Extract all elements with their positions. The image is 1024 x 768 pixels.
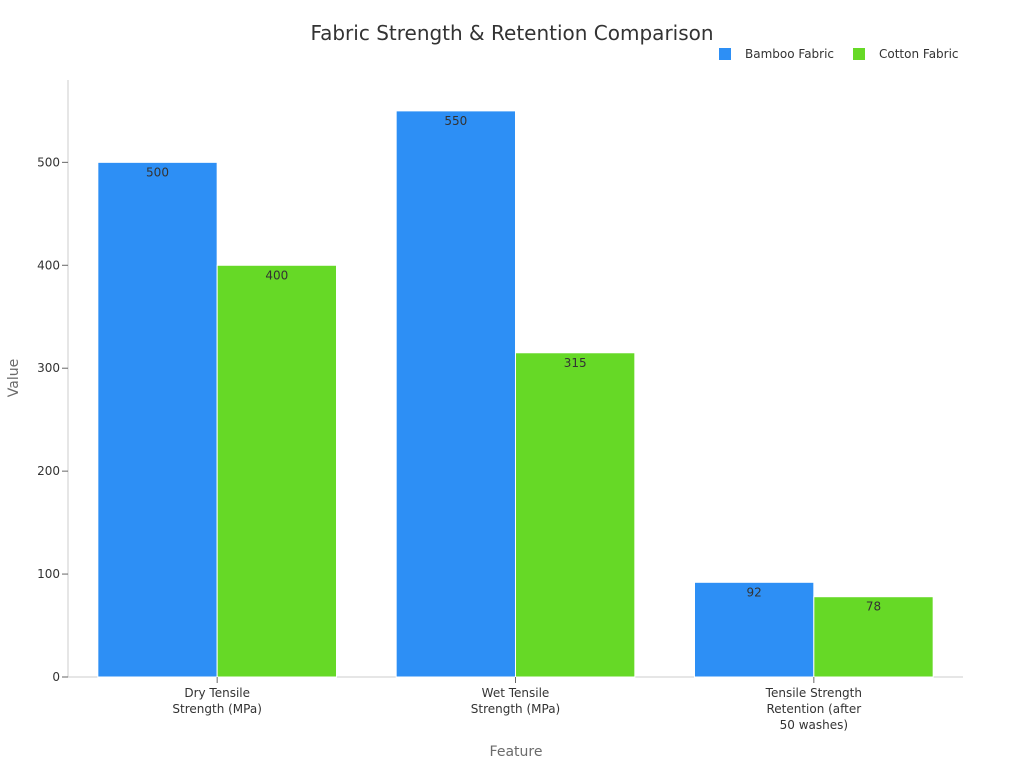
x-tick-label: Wet Tensile bbox=[482, 686, 550, 700]
bar-value-label: 92 bbox=[747, 585, 762, 599]
y-tick-label: 300 bbox=[37, 361, 60, 375]
chart-title: Fabric Strength & Retention Comparison bbox=[310, 21, 713, 45]
legend-label: Cotton Fabric bbox=[879, 47, 959, 61]
legend: Bamboo Fabric Cotton Fabric bbox=[719, 47, 959, 61]
bar-value-label: 400 bbox=[265, 268, 288, 282]
bar-bamboo-fabric bbox=[97, 161, 218, 678]
x-tick-label: Strength (MPa) bbox=[471, 702, 561, 716]
x-tick-label: Retention (after bbox=[766, 702, 861, 716]
x-axis-ticks: Dry Tensile Strength (MPa) Wet Tensile Stre… bbox=[172, 677, 862, 732]
x-axis-label: Feature bbox=[490, 744, 543, 760]
bar-value-label: 550 bbox=[444, 114, 467, 128]
bar-bamboo-fabric bbox=[694, 581, 815, 678]
x-tick-label: 50 washes) bbox=[780, 718, 848, 732]
bar-value-label: 78 bbox=[866, 600, 881, 614]
y-tick-label: 500 bbox=[37, 155, 60, 169]
y-axis-label: Value bbox=[6, 359, 22, 397]
y-tick-label: 100 bbox=[37, 567, 60, 581]
y-tick-label: 0 bbox=[52, 670, 60, 684]
bar-cotton-fabric bbox=[813, 596, 934, 678]
y-tick-label: 200 bbox=[37, 464, 60, 478]
x-tick-label: Strength (MPa) bbox=[172, 702, 262, 716]
bar-bamboo-fabric bbox=[395, 110, 516, 678]
legend-label: Bamboo Fabric bbox=[745, 47, 834, 61]
y-axis-ticks: 0 100 200 300 400 500 bbox=[37, 155, 68, 684]
bar-labels: 500 550 92 400 315 78 bbox=[146, 114, 881, 614]
bar-value-label: 500 bbox=[146, 165, 169, 179]
bar-cotton-fabric bbox=[515, 352, 636, 678]
x-tick-label: Dry Tensile bbox=[184, 686, 250, 700]
bars bbox=[97, 110, 934, 678]
bar-cotton-fabric bbox=[216, 264, 338, 678]
legend-swatch bbox=[719, 48, 731, 60]
legend-swatch bbox=[853, 48, 865, 60]
x-tick-label: Tensile Strength bbox=[765, 686, 862, 700]
bar-value-label: 315 bbox=[564, 356, 587, 370]
y-tick-label: 400 bbox=[37, 258, 60, 272]
